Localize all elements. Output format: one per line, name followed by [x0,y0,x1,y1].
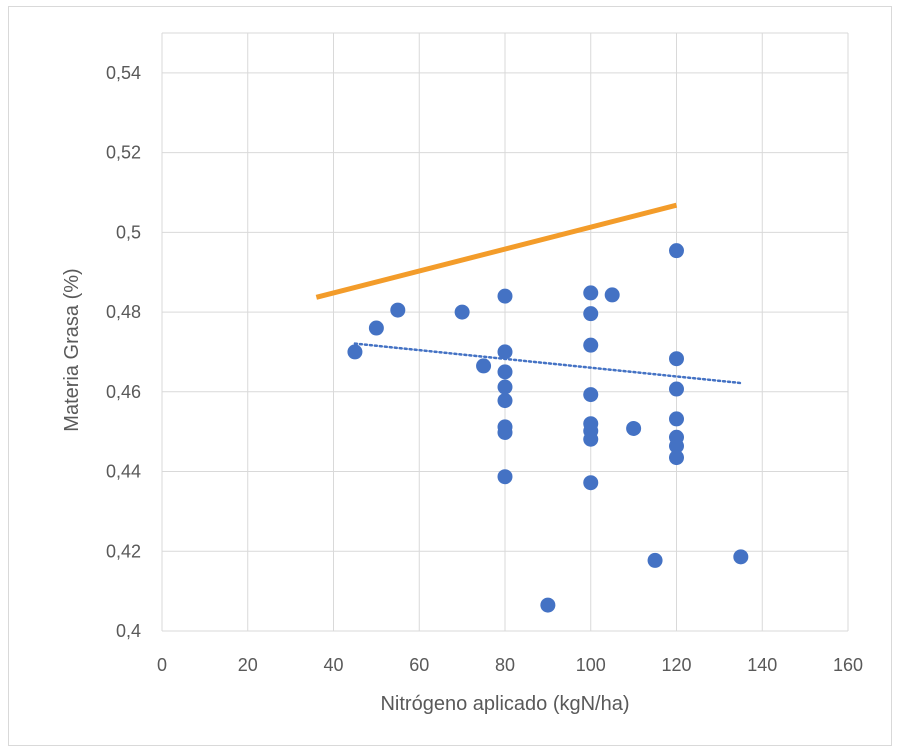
data-point [733,549,749,565]
data-point [583,475,599,491]
y-tick-label: 0,4 [116,621,141,641]
data-point [583,387,599,403]
data-point [497,424,513,440]
x-tick-labels: 0 20 40 60 80 100 120 140 160 [157,655,863,675]
data-point [669,381,684,397]
x-tick-label: 120 [661,655,691,675]
data-point [583,337,599,353]
y-tick-label: 0,48 [106,302,141,322]
data-point [583,306,599,322]
x-tick-label: 40 [323,655,343,675]
data-point [454,304,470,320]
annotation-line [315,202,678,300]
y-axis-title: Materia Grasa (%) [61,268,83,431]
x-tick-label: 80 [495,655,515,675]
data-point [669,450,684,466]
y-tick-label: 0,42 [106,541,141,561]
data-point [669,411,684,427]
data-point [583,431,599,447]
data-point [669,438,684,454]
annotation-line-segment [315,202,678,300]
data-point [476,358,492,374]
data-point [626,420,642,436]
x-axis-title: Nitrógeno aplicado (kgN/ha) [380,693,629,715]
data-point [497,364,513,380]
data-point [497,379,513,395]
y-tick-labels: 0,4 0,42 0,44 0,46 0,48 0,5 0,52 0,54 [106,63,141,641]
grid-lines [161,32,849,632]
x-tick-label: 140 [747,655,777,675]
data-point [347,344,363,360]
trendline-segment [353,342,743,385]
data-point [497,469,513,485]
data-point [368,320,384,336]
y-tick-label: 0,5 [116,222,141,242]
data-point [497,344,513,360]
data-points [347,243,749,613]
data-point [390,302,406,318]
data-point [669,243,684,259]
data-point [583,285,599,301]
data-point [497,393,513,409]
data-point [540,597,556,613]
data-point [604,287,620,303]
chart-frame [8,6,892,746]
data-point [647,552,663,568]
x-tick-label: 60 [409,655,429,675]
trendline [353,342,743,385]
x-tick-label: 0 [157,655,167,675]
x-tick-label: 100 [576,655,606,675]
data-point [669,351,684,367]
y-tick-label: 0,54 [106,63,141,83]
x-tick-label: 160 [833,655,863,675]
x-tick-label: 20 [238,655,258,675]
y-tick-label: 0,44 [106,462,141,482]
data-point [497,288,513,304]
y-tick-label: 0,52 [106,143,141,163]
y-tick-label: 0,46 [106,382,141,402]
